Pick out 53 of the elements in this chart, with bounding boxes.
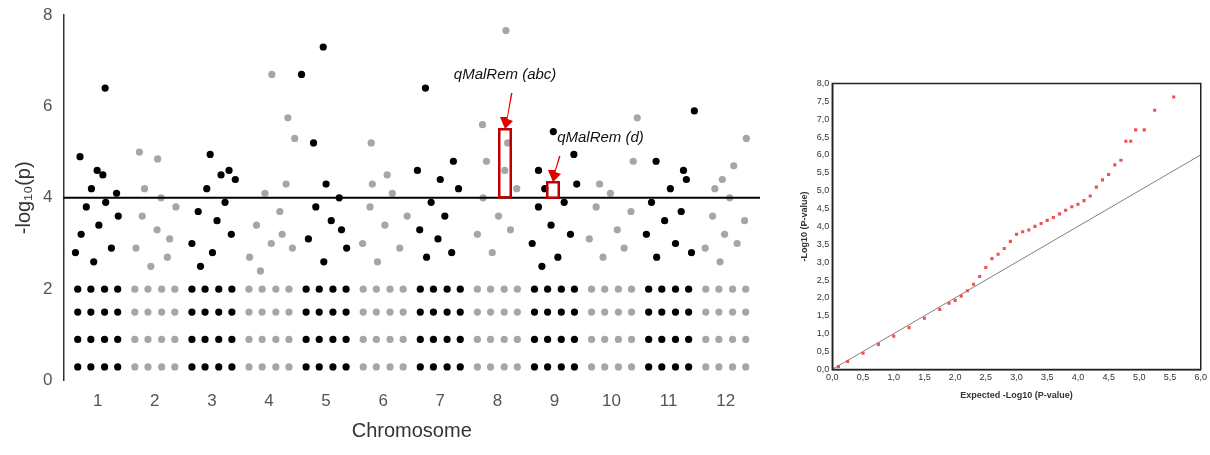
y-tick-label: 2 [42, 278, 53, 298]
x-tick-label: 7 [435, 391, 446, 411]
annotation: qMalRem (d) [557, 127, 644, 145]
y-tick-label: 2,5 [816, 274, 830, 285]
x-tick-label: 4 [264, 391, 274, 411]
x-tick-label: 3 [207, 391, 217, 411]
x-tick-label: 5 [321, 391, 331, 411]
x-tick-label: 3,0 [1010, 372, 1023, 383]
y-tick-label: 4,5 [816, 203, 830, 214]
y-axis-title: -Log10 (P-value) [798, 191, 809, 262]
x-tick-label: 5,0 [1133, 372, 1146, 383]
x-tick-label: 1,0 [887, 372, 900, 383]
y-tick-label: 4 [42, 187, 53, 207]
y-tick-label: 0 [42, 370, 53, 390]
x-tick-label: 0,0 [826, 372, 839, 383]
y-tick-label: 8,0 [816, 77, 830, 88]
annotation: qMalRem (abc) [453, 65, 557, 83]
y-tick-label: 5,0 [816, 185, 830, 196]
y-tick-label: 0,0 [816, 363, 830, 374]
x-tick-label: 9 [549, 391, 560, 411]
y-tick-label: 1,0 [816, 328, 830, 339]
y-tick-label: 6,0 [816, 149, 830, 160]
y-tick-label: 7,5 [816, 95, 830, 106]
y-tick-label: 3,5 [816, 238, 830, 249]
x-tick-label: 1 [92, 391, 103, 411]
x-tick-label: 8 [492, 391, 503, 411]
x-tick-label: 10 [602, 391, 622, 411]
x-tick-label: 12 [716, 391, 736, 411]
x-tick-label: 4,0 [1071, 372, 1085, 383]
y-tick-label: 5,5 [816, 167, 830, 178]
y-tick-label: 4,0 [816, 220, 830, 231]
x-tick-label: 6,0 [1194, 372, 1207, 383]
y-tick-label: 0,5 [816, 346, 830, 357]
y-tick-label: 3,0 [816, 256, 830, 267]
y-tick-label: 7,0 [816, 113, 830, 124]
x-tick-label: 3,5 [1040, 372, 1054, 383]
x-tick-label: 2,0 [948, 372, 962, 383]
x-tick-label: 0,5 [856, 372, 870, 383]
x-axis-title: Expected -Log10 (P-value) [960, 390, 1073, 401]
x-tick-label: 6 [378, 391, 388, 411]
x-tick-label: 2,5 [979, 372, 993, 383]
y-tick-label: 1,5 [816, 310, 830, 321]
y-tick-label: 6 [42, 96, 53, 116]
y-tick-label: 2,0 [816, 292, 830, 303]
x-tick-label: 1,5 [918, 372, 931, 383]
y-tick-label: 8 [42, 4, 53, 24]
y-tick-label: 6,5 [816, 131, 830, 142]
x-tick-label: 2 [150, 391, 160, 411]
y-axis-title: -log₁₀(p) [11, 161, 34, 235]
x-tick-label: 5,5 [1163, 372, 1177, 383]
x-tick-label: 11 [659, 391, 678, 411]
x-axis-title: Chromosome [351, 418, 472, 441]
x-tick-label: 4,5 [1102, 372, 1115, 383]
